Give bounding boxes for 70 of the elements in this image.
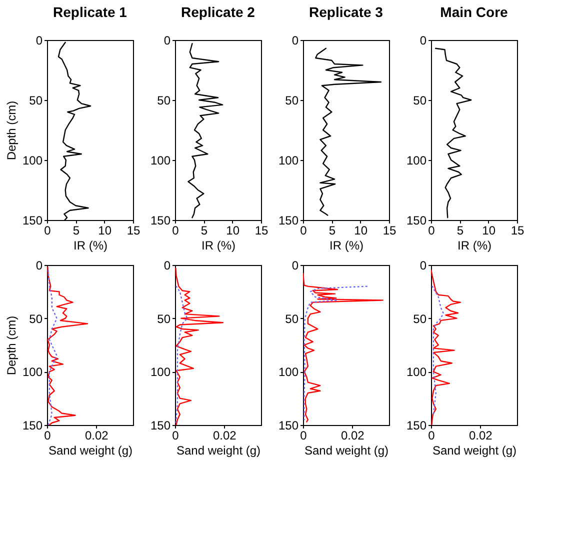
x-axis-title: IR (%) bbox=[74, 238, 108, 252]
x-tick-label: 5 bbox=[456, 224, 464, 238]
chart-title: Main Core bbox=[440, 4, 508, 20]
y-tick-label: 50 bbox=[285, 94, 299, 108]
y-tick-label: 100 bbox=[278, 154, 299, 168]
x-tick-label: 0 bbox=[44, 428, 52, 442]
y-tick-label: 0 bbox=[164, 258, 171, 272]
x-tick-label: 10 bbox=[226, 224, 240, 238]
x-tick-label: 0.02 bbox=[340, 428, 365, 442]
x-tick-label: 0 bbox=[172, 224, 180, 238]
x-tick-label: 0 bbox=[44, 224, 52, 238]
x-tick-label: 5 bbox=[200, 224, 208, 238]
y-tick-label: 0 bbox=[420, 34, 427, 48]
x-tick-label: 10 bbox=[482, 224, 496, 238]
x-tick-label: 5 bbox=[328, 224, 336, 238]
y-tick-label: 0 bbox=[164, 34, 171, 48]
x-tick-label: 0.02 bbox=[84, 428, 109, 442]
x-tick-label: 0 bbox=[300, 428, 308, 442]
y-axis-title: Depth (cm) bbox=[4, 100, 18, 160]
x-tick-label: 0 bbox=[428, 428, 436, 442]
y-tick-label: 50 bbox=[29, 94, 43, 108]
y-tick-label: 0 bbox=[420, 258, 427, 272]
y-axis-title: Depth (cm) bbox=[4, 316, 18, 376]
y-tick-label: 150 bbox=[22, 418, 43, 432]
y-tick-label: 100 bbox=[406, 365, 427, 380]
x-tick-label: 10 bbox=[98, 224, 112, 238]
x-axis-title: IR (%) bbox=[202, 238, 236, 252]
y-tick-label: 50 bbox=[157, 94, 171, 108]
x-tick-label: 5 bbox=[72, 224, 80, 238]
y-tick-label: 100 bbox=[150, 154, 171, 168]
x-tick-label: 0.02 bbox=[212, 428, 237, 442]
x-axis-title: Sand weight (g) bbox=[432, 444, 517, 458]
y-tick-label: 0 bbox=[36, 258, 43, 272]
y-tick-label: 100 bbox=[22, 365, 43, 380]
y-tick-label: 150 bbox=[406, 214, 427, 228]
x-axis-title: Sand weight (g) bbox=[304, 444, 389, 458]
y-tick-label: 0 bbox=[292, 34, 299, 48]
x-tick-label: 0 bbox=[172, 428, 180, 442]
y-tick-label: 50 bbox=[413, 312, 427, 326]
y-tick-label: 100 bbox=[406, 154, 427, 168]
y-tick-label: 50 bbox=[285, 312, 299, 326]
x-tick-label: 15 bbox=[254, 224, 268, 238]
x-axis-title: IR (%) bbox=[330, 238, 364, 252]
y-tick-label: 50 bbox=[157, 312, 171, 326]
y-tick-label: 0 bbox=[36, 34, 43, 48]
x-tick-label: 0 bbox=[428, 224, 436, 238]
x-tick-label: 0.02 bbox=[468, 428, 493, 442]
y-tick-label: 100 bbox=[278, 365, 299, 380]
y-tick-label: 100 bbox=[22, 154, 43, 168]
y-tick-label: 50 bbox=[413, 94, 427, 108]
y-tick-label: 100 bbox=[150, 365, 171, 380]
x-tick-label: 15 bbox=[382, 224, 396, 238]
x-tick-label: 0 bbox=[300, 224, 308, 238]
y-tick-label: 150 bbox=[278, 214, 299, 228]
y-tick-label: 150 bbox=[150, 214, 171, 228]
x-tick-label: 15 bbox=[510, 224, 524, 238]
x-tick-label: 15 bbox=[126, 224, 140, 238]
y-tick-label: 0 bbox=[292, 258, 299, 272]
y-tick-label: 150 bbox=[278, 418, 299, 432]
chart-title: Replicate 1 bbox=[53, 4, 128, 20]
y-tick-label: 150 bbox=[150, 418, 171, 432]
chart-title: Replicate 3 bbox=[309, 4, 384, 20]
y-tick-label: 150 bbox=[406, 418, 427, 432]
y-tick-label: 150 bbox=[22, 214, 43, 228]
chart-title: Replicate 2 bbox=[181, 4, 256, 20]
x-axis-title: Sand weight (g) bbox=[176, 444, 261, 458]
x-tick-label: 10 bbox=[354, 224, 368, 238]
x-axis-title: IR (%) bbox=[458, 238, 492, 252]
y-tick-label: 50 bbox=[29, 312, 43, 326]
x-axis-title: Sand weight (g) bbox=[48, 444, 133, 458]
